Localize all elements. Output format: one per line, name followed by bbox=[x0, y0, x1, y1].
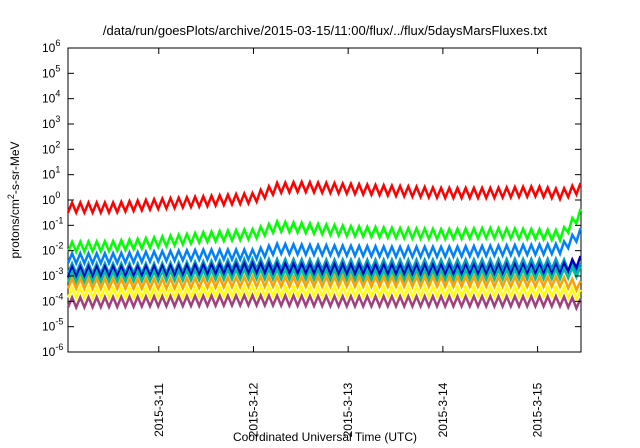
y-axis-label-sup: 2 bbox=[6, 194, 16, 199]
x-tick-label: 2015-3-12 bbox=[246, 382, 260, 437]
x-tick-label: 2015-3-13 bbox=[341, 382, 355, 437]
y-tick-base: 10 bbox=[42, 244, 56, 258]
y-tick-exponent: -4 bbox=[55, 291, 63, 301]
y-tick-exponent: 4 bbox=[55, 89, 60, 99]
y-tick-base: 10 bbox=[42, 41, 56, 55]
series-line bbox=[66, 273, 582, 294]
y-tick-exponent: 2 bbox=[55, 139, 60, 149]
y-tick-exponent: 0 bbox=[55, 190, 60, 200]
y-tick-label: 102 bbox=[42, 139, 60, 156]
y-tick-base: 10 bbox=[42, 320, 56, 334]
y-tick-base: 10 bbox=[42, 66, 56, 80]
series-line bbox=[66, 228, 582, 267]
y-tick-label: 10-5 bbox=[42, 317, 63, 334]
y-tick-exponent: 1 bbox=[55, 165, 60, 175]
series-line bbox=[66, 178, 582, 216]
y-tick-label: 10-4 bbox=[42, 291, 63, 308]
series-line bbox=[66, 292, 582, 312]
y-tick-exponent: -6 bbox=[55, 342, 63, 352]
x-tick-label: 2015-3-11 bbox=[152, 383, 166, 437]
y-tick-base: 10 bbox=[42, 117, 56, 131]
x-tick-label: 2015-3-15 bbox=[531, 382, 545, 437]
y-tick-label: 101 bbox=[42, 165, 60, 182]
x-tick-label: 2015-3-14 bbox=[436, 382, 450, 437]
y-tick-base: 10 bbox=[42, 168, 56, 182]
chart-title: /data/run/goesPlots/archive/2015-03-15/1… bbox=[103, 23, 548, 38]
y-tick-exponent: -1 bbox=[55, 215, 63, 225]
series-layer bbox=[66, 178, 582, 312]
y-tick-label: 104 bbox=[42, 89, 60, 106]
y-axis-label: protons/cm2-s-sr-MeV bbox=[6, 141, 22, 258]
y-tick-label: 10-6 bbox=[42, 342, 63, 359]
y-tick-exponent: -2 bbox=[55, 241, 63, 251]
x-axis-ticks: 2015-3-11 2015-3-12 2015-3-13 2015-3-14 2015… bbox=[152, 48, 545, 437]
y-tick-base: 10 bbox=[42, 92, 56, 106]
y-axis-label-prefix: protons/cm bbox=[8, 199, 22, 258]
y-axis-label-suffix: -s-sr-MeV bbox=[8, 141, 22, 194]
y-tick-base: 10 bbox=[42, 193, 56, 207]
y-tick-exponent: 3 bbox=[55, 114, 60, 124]
y-axis-ticks: 10610510410310210110010-110-210-310-410-… bbox=[42, 38, 581, 359]
y-tick-label: 10-3 bbox=[42, 266, 63, 283]
series-line bbox=[66, 283, 582, 303]
y-tick-base: 10 bbox=[42, 142, 56, 156]
y-tick-label: 106 bbox=[42, 38, 60, 55]
y-tick-exponent: 6 bbox=[55, 38, 60, 48]
y-tick-base: 10 bbox=[42, 218, 56, 232]
y-tick-base: 10 bbox=[42, 294, 56, 308]
series-line bbox=[66, 208, 582, 256]
y-tick-label: 100 bbox=[42, 190, 60, 207]
y-tick-base: 10 bbox=[42, 269, 56, 283]
y-tick-base: 10 bbox=[42, 345, 56, 359]
x-axis-label: Coordinated Universal Time (UTC) bbox=[233, 430, 417, 444]
y-tick-label: 103 bbox=[42, 114, 60, 131]
series-line bbox=[66, 255, 582, 281]
series-line bbox=[66, 264, 582, 286]
y-tick-exponent: 5 bbox=[55, 63, 60, 73]
y-tick-label: 105 bbox=[42, 63, 60, 80]
y-tick-label: 10-2 bbox=[42, 241, 63, 258]
y-tick-exponent: -5 bbox=[55, 317, 63, 327]
y-tick-label: 10-1 bbox=[42, 215, 63, 232]
y-tick-exponent: -3 bbox=[55, 266, 63, 276]
